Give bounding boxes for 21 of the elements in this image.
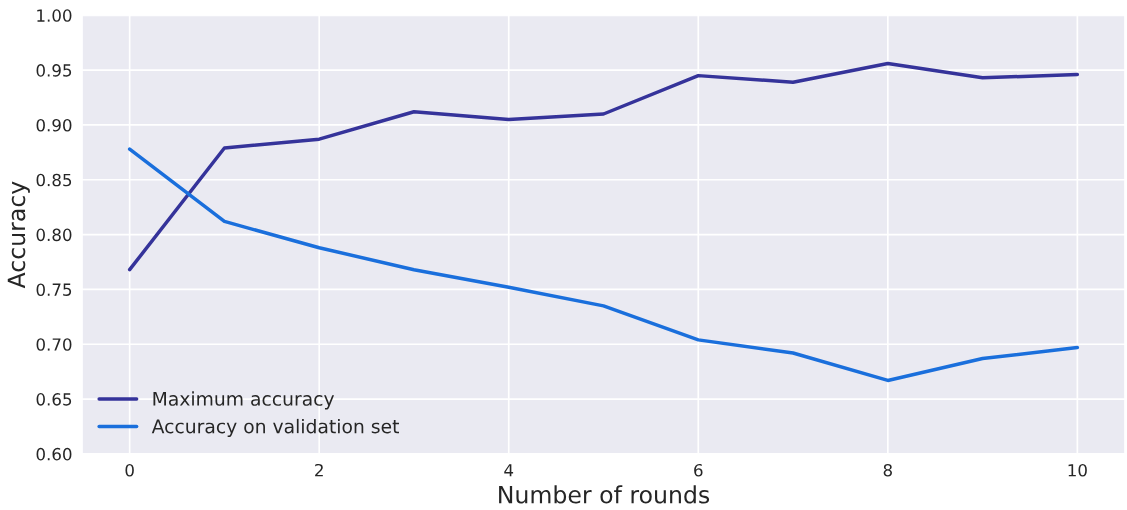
y-tick-label: 0.75 [36,283,72,296]
y-tick-label: 0.70 [36,338,72,351]
y-tick-label: 0.95 [36,64,72,77]
x-tick-label: 2 [315,463,323,477]
y-tick-label: 0.65 [36,393,72,406]
x-tick-label: 6 [694,463,703,477]
x-tick-label: 10 [1068,463,1087,477]
line-series [127,147,1080,383]
x-tick-label: 8 [883,463,892,477]
y-tick-label: 0.90 [36,118,72,132]
y-tick-label: 0.85 [36,173,72,187]
x-axis-title: Number of rounds [499,485,710,504]
legend-label: Maximum accuracy [153,391,335,410]
y-axis-title: Accuracy [7,181,30,289]
y-tick-label: 0.60 [36,447,72,461]
x-tick-label: 0 [125,463,134,477]
x-tick-label: 4 [504,464,514,477]
legend-label: Accuracy on validation set [151,418,399,438]
y-tick-label: 1.00 [37,9,72,22]
y-tick-label: 0.80 [36,228,72,242]
line-series [127,61,1080,272]
